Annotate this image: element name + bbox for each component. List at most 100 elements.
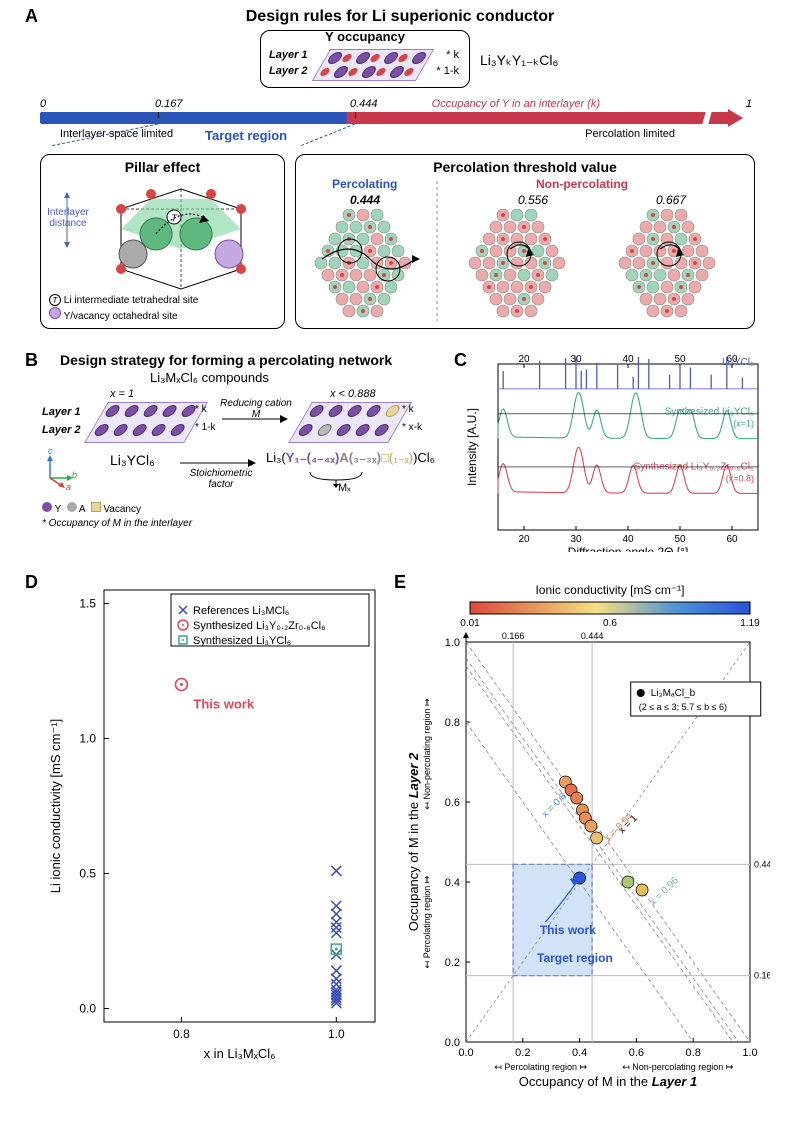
svg-text:Li₃MₐCl_b: Li₃MₐCl_b (651, 688, 696, 699)
svg-text:0.8: 0.8 (686, 1047, 701, 1059)
occupancy-map: Ionic conductivity [mS cm⁻¹]0.010.61.190… (400, 572, 770, 1102)
x-lt: x < 0.888 (330, 388, 376, 400)
legend-o: Y/vacancy octahedral site (49, 307, 178, 322)
b-k: * k (195, 404, 207, 415)
b-layer2: Layer 2 (42, 424, 81, 436)
axis-b: b (72, 470, 77, 480)
svg-text:0.01: 0.01 (460, 618, 480, 629)
occupancy-bar-wrap: 0 0.167 0.444 1 Occupancy of Y in an int… (40, 112, 750, 124)
svg-text:Synthesized Li₃YCl₆: Synthesized Li₃YCl₆ (665, 407, 754, 418)
svg-text:1.0: 1.0 (742, 1047, 757, 1059)
b-legend: Y A Vacancy (42, 502, 141, 515)
hex-nonperc-2 (614, 209, 734, 324)
svg-text:0.444: 0.444 (581, 631, 604, 641)
svg-text:Target region: Target region (537, 951, 613, 965)
pillar-box: Pillar effect T Interlayer distance T Li… (40, 154, 285, 329)
bar-tick-0: 0 (40, 98, 46, 110)
panel-label-d: D (25, 572, 38, 593)
svg-text:↤ Percolating region ↦: ↤ Percolating region ↦ (494, 1062, 587, 1072)
panel-b-title: Design strategy for forming a percolatin… (60, 352, 392, 368)
svg-text:60: 60 (726, 534, 738, 545)
svg-text:Li ionic conductivity [mS cm⁻¹: Li ionic conductivity [mS cm⁻¹] (48, 719, 63, 893)
svg-text:0.5: 0.5 (79, 867, 96, 881)
svg-text:40: 40 (622, 534, 634, 545)
svg-text:0.2: 0.2 (445, 957, 460, 969)
bar-tick-1: 0.167 (155, 98, 183, 110)
panel-a-formula: Li₃YₖY₁₋ₖCl₆ (480, 52, 558, 69)
panel-label-a: A (25, 6, 38, 27)
conductivity-scatter: 0.8 1.0 0.0 0.5 1.0 1.5 This work References Li… (40, 572, 390, 1062)
y-occupancy-title: Y occupancy (261, 29, 469, 44)
svg-text:40: 40 (622, 354, 634, 365)
b-1mk: * 1-k (195, 422, 216, 433)
x-eq-1: x = 1 (110, 388, 134, 400)
panel-a: Design rules for Li superionic conductor… (40, 8, 760, 338)
lattice-right (288, 402, 412, 443)
svg-text:This work: This work (193, 697, 254, 712)
svg-text:↤ Non-percolating region ↦: ↤ Non-percolating region ↦ (422, 698, 432, 810)
panel-e: Ionic conductivity [mS cm⁻¹]0.010.61.190… (400, 572, 770, 1102)
k-label: * k (446, 49, 459, 61)
hex-nonperc-1 (464, 209, 584, 324)
svg-text:x = 0.96: x = 0.96 (648, 875, 681, 908)
perc-title: Percolation threshold value (296, 159, 754, 175)
panel-label-b: B (25, 350, 38, 371)
one-minus-k-label: * 1-k (436, 65, 459, 77)
svg-text:1.0: 1.0 (79, 732, 96, 746)
svg-text:Occupancy of M in the Layer 2: Occupancy of M in the Layer 2 (406, 752, 421, 931)
b-layer1: Layer 1 (42, 406, 81, 418)
svg-text:1.5: 1.5 (79, 597, 96, 611)
bar-caption: Occupancy of Y in an interlayer (k) (432, 98, 600, 110)
formula-left: Li₃YCl₆ (110, 452, 155, 468)
svg-text:References Li₃MCl₆: References Li₃MCl₆ (193, 605, 289, 617)
panel-d: 0.8 1.0 0.0 0.5 1.0 1.5 This work References Li… (40, 572, 390, 1062)
pillar-cube-diagram: T (111, 179, 251, 299)
b-footnote: * Occupancy of M in the interlayer (42, 518, 192, 529)
svg-text:1.0: 1.0 (328, 1027, 345, 1041)
b-xmk: * x-k (402, 422, 422, 433)
svg-text:0.2: 0.2 (515, 1047, 530, 1059)
svg-text:0.6: 0.6 (629, 1047, 644, 1059)
lattice-top (312, 49, 434, 81)
svg-text:Occupancy of M in the Layer 1: Occupancy of M in the Layer 1 (519, 1074, 698, 1089)
nonpercolating-label: Non-percolating (536, 177, 628, 191)
svg-text:0.444: 0.444 (754, 859, 770, 869)
svg-text:0.8: 0.8 (445, 717, 460, 729)
bar-tick-2: 0.444 (350, 98, 378, 110)
y-occupancy-box: Y occupancy Layer 1 Layer 2 * k * 1-k (260, 30, 470, 88)
svg-text:(x=0.8): (x=0.8) (726, 473, 754, 483)
svg-text:0.6: 0.6 (603, 618, 617, 629)
percolating-label: Percolating (332, 177, 397, 191)
b-k2: * k (402, 404, 414, 415)
svg-text:1.0: 1.0 (445, 637, 460, 649)
svg-text:(x=1): (x=1) (733, 419, 754, 429)
svg-text:20: 20 (518, 354, 530, 365)
svg-text:0.4: 0.4 (445, 877, 460, 889)
svg-text:Li₃YCl₆: Li₃YCl₆ (722, 357, 754, 368)
svg-text:20: 20 (518, 534, 530, 545)
svg-text:0.0: 0.0 (458, 1047, 473, 1059)
axis-a: a (66, 482, 71, 492)
svg-text:0.6: 0.6 (445, 797, 460, 809)
svg-text:0.8: 0.8 (173, 1027, 190, 1041)
svg-text:50: 50 (674, 534, 686, 545)
svg-text:Diffraction angle 2Θ [°]: Diffraction angle 2Θ [°] (568, 545, 689, 552)
svg-text:50: 50 (674, 354, 686, 365)
svg-text:30: 30 (570, 534, 582, 545)
svg-text:(2 ≤ a ≤ 3; 5.7 ≤ b ≤ 6): (2 ≤ a ≤ 3; 5.7 ≤ b ≤ 6) (639, 702, 727, 712)
svg-text:Synthesized Li₃YCl₆: Synthesized Li₃YCl₆ (193, 635, 291, 647)
perc-val-0: 0.444 (350, 193, 380, 207)
layer1-label: Layer 1 (269, 49, 308, 61)
svg-text:x in Li₃MₓCl₆: x in Li₃MₓCl₆ (204, 1046, 276, 1061)
svg-text:0.0: 0.0 (79, 1002, 96, 1016)
svg-text:0.166: 0.166 (502, 631, 525, 641)
panel-b: Design strategy for forming a percolatin… (40, 352, 450, 552)
svg-text:Intensity [A.U.]: Intensity [A.U.] (465, 408, 479, 486)
percolation-box: Percolation threshold value Percolating … (295, 154, 755, 329)
pillar-title: Pillar effect (41, 159, 284, 175)
stoich-label: Stoichiometric factor (176, 468, 266, 490)
svg-text:↤ Percolating region ↦: ↤ Percolating region ↦ (422, 875, 432, 968)
legend-t: T Li intermediate tetrahedral site (49, 294, 198, 306)
reducing-label: Reducing cation M (220, 398, 292, 420)
perc-val-1: 0.556 (518, 193, 548, 207)
